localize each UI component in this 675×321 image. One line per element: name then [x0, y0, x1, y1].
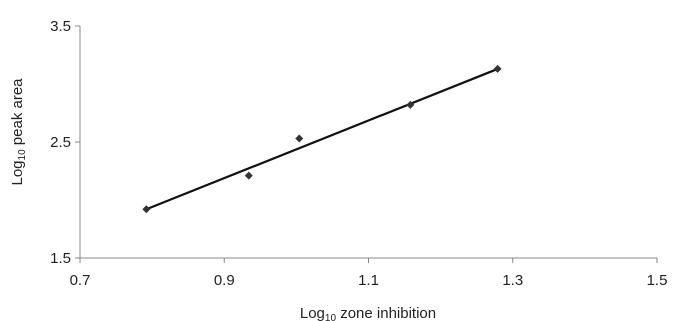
y-axis-title-suffix: peak area	[9, 78, 26, 150]
data-point	[295, 134, 304, 143]
x-axis-title-prefix: Log	[300, 305, 325, 321]
x-tick-label: 1.3	[502, 272, 523, 289]
x-axis-title-subscript: 10	[325, 313, 337, 321]
y-axis-title-prefix: Log	[9, 160, 26, 185]
ticks	[75, 25, 658, 263]
x-axis-title: Log10 zone inhibition	[300, 305, 436, 321]
data-point	[142, 205, 151, 214]
y-axis-title: Log10 peak area	[9, 78, 28, 186]
data-points	[142, 64, 502, 214]
x-tick-label: 1.5	[647, 272, 668, 289]
y-axis-title-subscript: 10	[17, 149, 28, 161]
y-tick-label: 1.5	[50, 250, 71, 267]
trendline	[145, 67, 499, 211]
data-point	[244, 171, 253, 180]
x-axis-title-suffix: zone inhibition	[336, 305, 436, 321]
y-tick-label: 2.5	[50, 134, 71, 151]
data-point	[406, 100, 415, 109]
x-tick-label: 1.1	[358, 272, 379, 289]
tick-labels: 0.7 0.9 1.1 1.3 1.5 1.5 2.5 3.5	[50, 18, 667, 289]
data-point	[493, 64, 502, 73]
y-tick-label: 3.5	[50, 18, 71, 35]
trendline-group	[145, 67, 499, 211]
x-tick-label: 0.7	[70, 272, 91, 289]
x-tick-label: 0.9	[214, 272, 235, 289]
axes	[79, 26, 657, 259]
